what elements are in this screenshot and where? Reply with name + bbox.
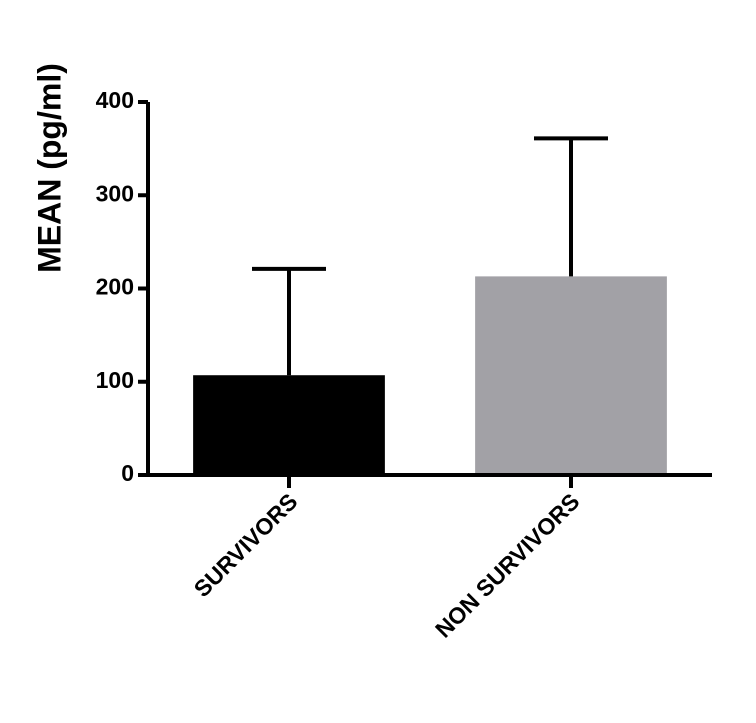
y-tick-label: 400 (96, 87, 134, 113)
y-axis-label: MEAN (pg/ml) (31, 63, 67, 273)
y-tick-label: 300 (96, 180, 134, 206)
bar (193, 375, 385, 475)
x-tick-label: SURVIVORS (189, 488, 303, 602)
y-tick-label: 100 (96, 367, 134, 393)
y-tick-label: 200 (96, 274, 134, 300)
bar (475, 276, 667, 475)
y-tick-label: 0 (121, 460, 134, 486)
x-tick-label: NON SURVIVORS (430, 488, 585, 643)
